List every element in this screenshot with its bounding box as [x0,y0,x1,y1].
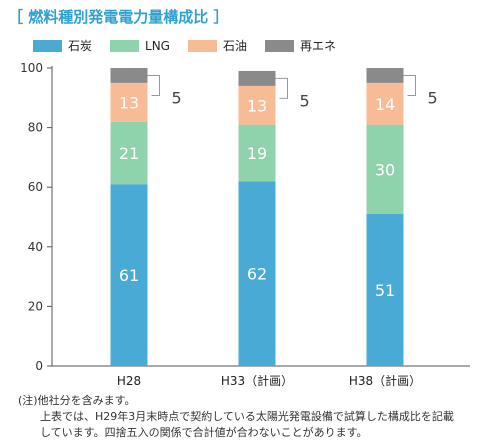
y-tick-label: 0 [35,359,43,373]
bar-segment [366,68,404,83]
callout-line [275,77,288,99]
y-tick-label: 60 [28,180,43,194]
legend-swatch-lng [110,39,140,52]
legend-label-lng: LNG [145,38,170,53]
chart-title: ［ 燃料種別発電電力量構成比 ］ [8,8,229,26]
legend-item-oil: 石油 [187,37,247,54]
data-label: 14 [375,95,395,114]
bar-segment [238,85,276,125]
bar-segment [110,184,148,366]
data-label-callout: 5 [428,88,438,107]
legend-item-renewable: 再エネ [265,37,336,54]
legend-item-lng: LNG [110,39,170,53]
data-label: 51 [375,281,395,300]
legend-label-renewable: 再エネ [300,39,337,53]
legend-swatch-oil [187,39,217,52]
y-tick-label: 20 [28,299,43,313]
x-tick-label: H33（計画） [221,373,293,388]
stacked-bar-chart: 0 20 40 60 80 100 61 21 13 5 H28 62 19 13 5 H33（計画） 51 30… [20,61,470,388]
legend-label-oil: 石油 [222,39,247,53]
legend-swatch-coal [33,39,62,52]
bar-segment [238,124,276,182]
y-tick-label: 40 [28,240,43,254]
data-label-callout: 5 [300,91,310,110]
x-tick-label: H28 [117,374,141,388]
legend-item-coal: 石炭 [33,37,92,54]
bar-segment [110,82,148,122]
data-label-callout: 5 [172,88,182,107]
data-label: 61 [119,266,139,285]
bar-segment [366,214,404,366]
legend-swatch-renewable [265,39,294,52]
bar-segment [366,82,404,125]
bar-segment [238,181,276,366]
footnote-line-2: 上表では、H29年3月末時点で契約している太陽光発電設備で試算した構成比を記載 [40,410,454,423]
y-tick-label: 100 [20,61,43,75]
data-label: 13 [119,93,139,112]
bar-segment [110,68,148,83]
data-label: 21 [119,144,139,163]
footnotes: (注)他社分を含みます。 上表では、H29年3月末時点で契約している太陽光発電設… [18,393,454,441]
data-label: 19 [247,144,267,163]
x-tick-label: H38（計画） [349,373,421,388]
footnote-line-1: (注)他社分を含みます。 [18,394,136,407]
data-label: 30 [375,160,395,179]
y-tick-label: 80 [28,121,43,135]
callout-line [147,74,160,96]
footnote-line-3: しています。四捨五入の関係で合計値が合わないことがあります。 [40,426,368,439]
legend-label-coal: 石炭 [68,39,93,53]
callout-line [403,74,416,96]
bar-segment [110,121,148,185]
data-label: 13 [247,96,267,115]
data-label: 62 [247,265,267,284]
bar-segment [238,70,276,86]
legend: 石炭 LNG 石油 再エネ [33,37,336,54]
bar-segment [366,124,404,215]
